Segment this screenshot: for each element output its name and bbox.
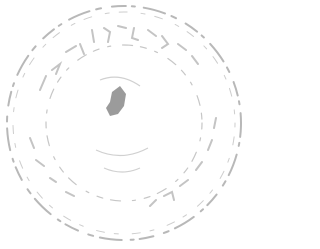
seal-rings — [7, 6, 241, 240]
inner-ring — [46, 45, 202, 201]
top-arc-marks — [40, 26, 198, 90]
illegible-lettering — [30, 26, 216, 206]
center-emblem — [106, 86, 126, 116]
bottom-arc-marks — [30, 118, 216, 206]
faded-seal — [0, 0, 248, 249]
outer-ring — [7, 6, 241, 240]
page: {} (() => { const data = JSON.parse(docu… — [0, 0, 248, 249]
